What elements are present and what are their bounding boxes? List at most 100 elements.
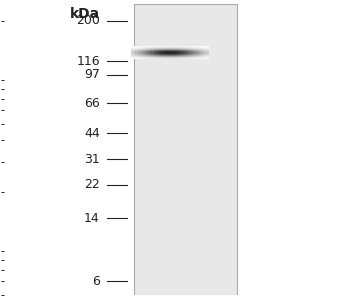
Bar bbox=[134, 47, 135, 48]
Bar bbox=[189, 52, 190, 53]
Bar bbox=[179, 53, 181, 54]
Bar bbox=[208, 48, 209, 49]
Bar bbox=[131, 52, 132, 53]
Bar bbox=[160, 50, 162, 51]
Bar bbox=[206, 54, 208, 55]
Bar bbox=[168, 46, 170, 47]
Bar bbox=[178, 57, 179, 58]
Bar bbox=[156, 58, 157, 59]
Bar bbox=[168, 52, 170, 53]
Bar bbox=[137, 53, 139, 54]
Bar bbox=[195, 57, 197, 58]
Bar bbox=[206, 48, 208, 49]
Bar bbox=[137, 57, 139, 58]
Bar bbox=[173, 56, 175, 57]
Bar bbox=[186, 50, 187, 51]
Bar bbox=[173, 52, 175, 53]
Bar bbox=[181, 51, 182, 52]
Bar bbox=[195, 55, 197, 56]
Bar bbox=[162, 51, 163, 52]
Bar bbox=[198, 50, 200, 51]
Bar bbox=[189, 55, 190, 56]
Bar bbox=[134, 49, 135, 50]
Bar bbox=[135, 48, 137, 49]
Bar bbox=[197, 53, 198, 54]
Bar bbox=[204, 47, 206, 48]
Bar bbox=[151, 48, 153, 49]
Bar bbox=[146, 55, 148, 56]
Bar bbox=[145, 49, 146, 50]
Bar bbox=[131, 56, 132, 57]
Bar bbox=[132, 56, 134, 57]
Bar bbox=[134, 46, 135, 47]
Bar bbox=[178, 58, 179, 59]
Bar bbox=[194, 50, 195, 51]
Bar bbox=[181, 46, 182, 47]
Bar bbox=[182, 49, 184, 50]
Bar bbox=[140, 51, 142, 52]
Bar bbox=[182, 58, 184, 59]
Bar bbox=[163, 55, 165, 56]
Bar bbox=[160, 58, 162, 59]
Bar bbox=[192, 50, 194, 51]
Bar bbox=[178, 56, 179, 57]
Bar bbox=[165, 55, 167, 56]
Bar bbox=[151, 56, 153, 57]
Bar bbox=[189, 47, 190, 48]
Bar bbox=[176, 57, 178, 58]
Bar bbox=[139, 54, 140, 55]
Bar bbox=[134, 56, 135, 57]
Bar bbox=[201, 48, 203, 49]
Bar bbox=[151, 55, 153, 56]
Bar bbox=[139, 56, 140, 57]
Bar bbox=[190, 53, 192, 54]
Bar bbox=[163, 58, 165, 59]
Bar bbox=[162, 55, 163, 56]
Bar bbox=[190, 52, 192, 53]
Bar bbox=[154, 53, 156, 54]
Bar bbox=[132, 51, 134, 52]
Bar bbox=[157, 54, 159, 55]
Bar bbox=[204, 51, 206, 52]
Bar bbox=[175, 46, 176, 47]
Bar bbox=[189, 48, 190, 49]
Bar bbox=[170, 46, 172, 47]
Bar bbox=[192, 46, 194, 47]
Bar bbox=[159, 51, 160, 52]
Bar bbox=[135, 46, 137, 47]
Bar bbox=[157, 46, 159, 47]
Bar bbox=[137, 55, 139, 56]
Bar bbox=[203, 46, 204, 47]
Bar bbox=[140, 47, 142, 48]
Bar bbox=[142, 52, 143, 53]
Bar bbox=[194, 49, 195, 50]
Bar bbox=[132, 55, 134, 56]
Bar bbox=[159, 50, 160, 51]
Bar bbox=[204, 49, 206, 50]
Bar bbox=[186, 49, 187, 50]
Bar bbox=[165, 51, 167, 52]
Bar bbox=[178, 55, 179, 56]
Bar bbox=[148, 51, 149, 52]
Bar bbox=[142, 49, 143, 50]
Bar bbox=[200, 50, 201, 51]
Bar bbox=[170, 53, 172, 54]
Bar bbox=[192, 58, 194, 59]
Text: 31: 31 bbox=[84, 153, 100, 166]
Bar bbox=[192, 48, 194, 49]
Bar bbox=[208, 50, 209, 51]
Bar bbox=[172, 55, 173, 56]
Text: 200: 200 bbox=[76, 14, 100, 27]
Bar bbox=[208, 49, 209, 50]
Bar bbox=[146, 56, 148, 57]
Bar bbox=[154, 50, 156, 51]
Bar bbox=[182, 56, 184, 57]
Bar bbox=[208, 46, 209, 47]
Bar bbox=[192, 52, 194, 53]
Bar bbox=[178, 49, 179, 50]
Bar bbox=[151, 54, 153, 55]
Bar bbox=[135, 57, 137, 58]
Bar bbox=[189, 46, 190, 47]
Bar bbox=[184, 46, 186, 47]
Bar bbox=[176, 49, 178, 50]
